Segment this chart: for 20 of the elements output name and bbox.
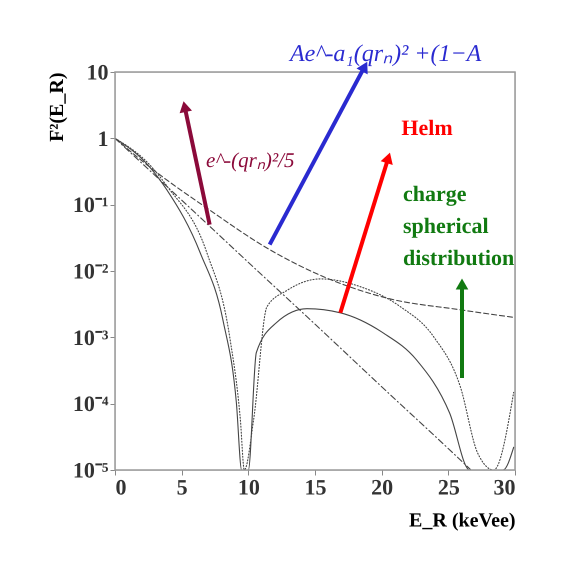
y-tick-label: 10⁻⁵ bbox=[72, 458, 109, 482]
y-tick-label: 10⁻¹ bbox=[72, 192, 108, 218]
x-tick-label: 0 bbox=[116, 474, 126, 500]
annotation: e^-(qrₙ)²/5 bbox=[206, 148, 294, 172]
y-axis-title: F²(E_R) bbox=[46, 72, 68, 142]
y-tick-label: 10⁻³ bbox=[72, 324, 109, 350]
x-tick-label: 10 bbox=[238, 474, 260, 500]
x-tick-label: 20 bbox=[371, 474, 394, 500]
x-axis-title: E_R (keVee) bbox=[409, 510, 516, 532]
y-tick-label: 1 bbox=[98, 126, 108, 151]
annotation: Helm bbox=[401, 115, 453, 140]
x-tick-label: 5 bbox=[176, 474, 188, 500]
annotation: charge spherical distribution bbox=[403, 181, 514, 270]
x-tick-label: 15 bbox=[304, 474, 326, 500]
x-tick-label: 30 bbox=[494, 474, 516, 500]
y-tick-label: 10 bbox=[86, 60, 108, 84]
annotation: Ae^-a₁(qrₙ)² +(1−A bbox=[288, 41, 482, 67]
y-tick-label: 10⁻² bbox=[72, 258, 109, 284]
x-tick-label: 25 bbox=[438, 474, 460, 500]
y-tick-label: 10⁻⁴ bbox=[72, 391, 109, 416]
